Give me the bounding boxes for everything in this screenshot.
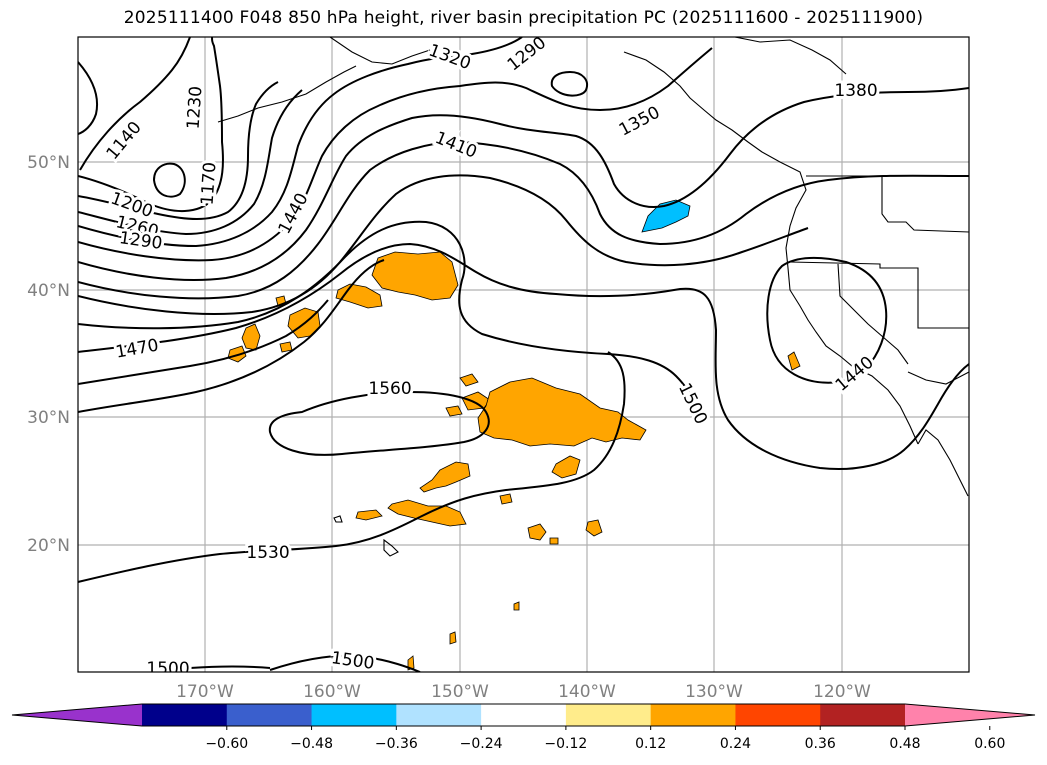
lon-label-150w: 150°W bbox=[431, 682, 489, 702]
colorbar-swatch bbox=[565, 704, 652, 726]
contour-label: 1170 bbox=[198, 161, 221, 206]
colorbar-swatch bbox=[820, 704, 906, 726]
lon-label-140w: 140°W bbox=[558, 682, 616, 702]
colorbar-tick-label: −0.36 bbox=[375, 736, 418, 752]
colorbar-tick-label: 0.60 bbox=[974, 736, 1005, 752]
lon-label-120w: 120°W bbox=[813, 682, 871, 702]
lat-label-20n: 20°N bbox=[27, 536, 70, 556]
precip-area-positive bbox=[499, 493, 513, 505]
precip-area-positive bbox=[787, 351, 801, 371]
latitude-labels: 50°N 40°N 30°N 20°N bbox=[27, 153, 70, 556]
colorbar-swatch bbox=[226, 704, 313, 726]
contour-label: 1380 bbox=[834, 81, 877, 101]
precip-area-positive bbox=[527, 523, 547, 541]
precip-area-positive bbox=[549, 537, 559, 545]
colorbar-tick-label: −0.48 bbox=[290, 736, 333, 752]
colorbar-extend-max bbox=[905, 704, 1035, 726]
colorbar-tick-label: 0.36 bbox=[805, 736, 836, 752]
lat-label-50n: 50°N bbox=[27, 153, 70, 173]
lon-label-170w: 170°W bbox=[176, 682, 234, 702]
precip-area-positive bbox=[241, 323, 261, 351]
colorbar-tick-label: 0.24 bbox=[720, 736, 751, 752]
precip-area-negative bbox=[641, 199, 691, 233]
precip-area-positive bbox=[513, 601, 520, 611]
lat-label-40n: 40°N bbox=[27, 281, 70, 301]
colorbar-swatch bbox=[142, 704, 228, 726]
colorbar-swatch bbox=[311, 704, 397, 726]
precip-area-positive bbox=[585, 519, 603, 537]
precip-area-positive bbox=[355, 509, 383, 521]
map-frame bbox=[77, 36, 970, 673]
precip-area-positive bbox=[279, 341, 293, 353]
colorbar-extend-min bbox=[12, 704, 142, 726]
colorbar-tick-label: −0.12 bbox=[544, 736, 587, 752]
colorbar-swatch bbox=[650, 704, 736, 726]
colorbar-tick-label: −0.60 bbox=[205, 736, 248, 752]
longitude-labels: 170°W 160°W 150°W 140°W 130°W 120°W bbox=[176, 682, 871, 702]
colorbar-swatch bbox=[481, 704, 567, 726]
contour-label: 1500 bbox=[146, 659, 189, 679]
contour-label: 1530 bbox=[246, 543, 289, 563]
precip-area-positive bbox=[449, 631, 457, 645]
precip-area-positive bbox=[371, 251, 459, 301]
colorbar-swatch bbox=[735, 704, 821, 726]
colorbar-outline bbox=[11, 703, 1036, 727]
height-contours bbox=[78, 37, 969, 672]
colorbar-tick-label: −0.24 bbox=[460, 736, 503, 752]
precip-area-positive bbox=[459, 373, 479, 387]
map-title: 2025111400 F048 850 hPa height, river ba… bbox=[123, 8, 924, 28]
map-background bbox=[78, 37, 969, 672]
colorbar-tick-label: 0.48 bbox=[889, 736, 920, 752]
colorbar-tick-label: 0.12 bbox=[635, 736, 666, 752]
lon-label-130w: 130°W bbox=[685, 682, 743, 702]
colorbar: −0.60 −0.48 −0.36 −0.24 −0.12 0.12 0.24 0.36 0.4… bbox=[11, 703, 1036, 752]
precip-area-positive bbox=[445, 405, 463, 417]
precip-area-positive bbox=[419, 461, 471, 493]
contour-label: 1560 bbox=[368, 379, 411, 399]
colorbar-swatch bbox=[396, 704, 482, 726]
lat-label-30n: 30°N bbox=[27, 408, 70, 428]
precip-area-positive bbox=[551, 455, 581, 479]
lon-label-160w: 160°W bbox=[303, 682, 361, 702]
contour-label: 1230 bbox=[184, 85, 207, 130]
